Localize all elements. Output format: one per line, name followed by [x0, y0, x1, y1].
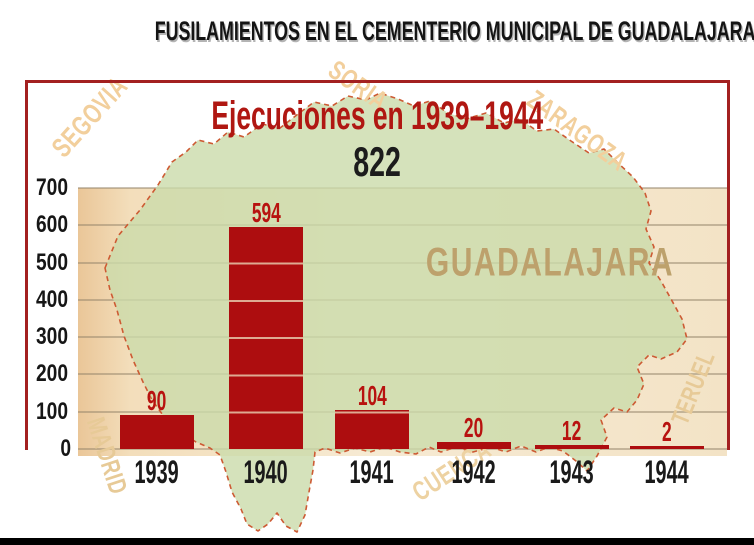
page-title: FUSILAMIENTOS EN EL CEMENTERIO MUNICIPAL…	[0, 16, 754, 47]
x-axis-label-1942: 1942	[424, 454, 524, 491]
y-axis-label-600: 600	[22, 211, 72, 239]
x-axis-label-1940-text: 1940	[243, 454, 289, 490]
bar-value-1942-text: 20	[464, 412, 484, 443]
bar-1939	[120, 415, 194, 449]
x-axis-label-1940: 1940	[216, 454, 316, 491]
y-axis-label-700: 700	[22, 174, 72, 202]
x-axis-label-1942-text: 1942	[451, 454, 497, 490]
y-axis-label-100-text: 100	[35, 397, 68, 425]
bar-value-1944: 2	[622, 416, 712, 448]
bar-value-1939-text: 90	[147, 385, 167, 416]
bar-1940	[229, 227, 303, 449]
chart-title-text: Ejecuciones en 1939–1944	[211, 94, 543, 138]
map-label-guadalajara: GUADALAJARA	[425, 240, 675, 285]
bar-value-1943-text: 12	[562, 415, 582, 446]
y-axis-label-400: 400	[22, 286, 72, 314]
bar-value-1943: 12	[527, 415, 617, 447]
y-axis-label-300-text: 300	[35, 323, 68, 351]
page-title-text: FUSILAMIENTOS EN EL CEMENTERIO MUNICIPAL…	[154, 16, 754, 46]
x-axis-label-1944: 1944	[617, 454, 717, 491]
bar-value-1939: 90	[112, 385, 202, 417]
y-axis-label-300: 300	[22, 323, 72, 351]
chart-total-text: 822	[353, 138, 401, 185]
bar-value-1941: 104	[327, 380, 417, 412]
x-axis-label-1944-text: 1944	[644, 454, 690, 490]
bar-1941	[335, 410, 409, 449]
chart-title: Ejecuciones en 1939–1944	[0, 94, 754, 139]
x-axis-label-1939-text: 1939	[134, 454, 180, 490]
bottom-black-bar	[0, 538, 754, 545]
y-axis-label-100: 100	[22, 398, 72, 426]
y-axis-label-600-text: 600	[35, 211, 68, 239]
y-axis-label-200: 200	[22, 360, 72, 388]
x-axis-label-1943: 1943	[522, 454, 622, 491]
y-axis-label-700-text: 700	[35, 173, 68, 201]
y-axis-label-400-text: 400	[35, 285, 68, 313]
bar-value-1941-text: 104	[357, 380, 387, 411]
bar-1943	[535, 445, 609, 449]
bar-value-1942: 20	[429, 412, 519, 444]
bar-1942	[437, 442, 511, 449]
chart-frame	[25, 80, 730, 450]
y-axis-label-500-text: 500	[35, 248, 68, 276]
y-axis-label-0-text: 0	[59, 435, 71, 462]
y-axis-label-0: 0	[22, 435, 72, 463]
bar-value-1944-text: 2	[662, 416, 672, 447]
y-axis-label-500: 500	[22, 249, 72, 277]
bar-value-1940-text: 594	[251, 197, 281, 228]
x-axis-label-1941: 1941	[322, 454, 422, 491]
bar-value-1940: 594	[221, 197, 311, 229]
bar-1944	[630, 446, 704, 449]
y-axis-label-200-text: 200	[35, 360, 68, 388]
x-axis-label-1943-text: 1943	[549, 454, 595, 490]
x-axis-label-1939: 1939	[107, 454, 207, 491]
chart-total: 822	[0, 138, 754, 186]
x-axis-label-1941-text: 1941	[349, 454, 395, 490]
